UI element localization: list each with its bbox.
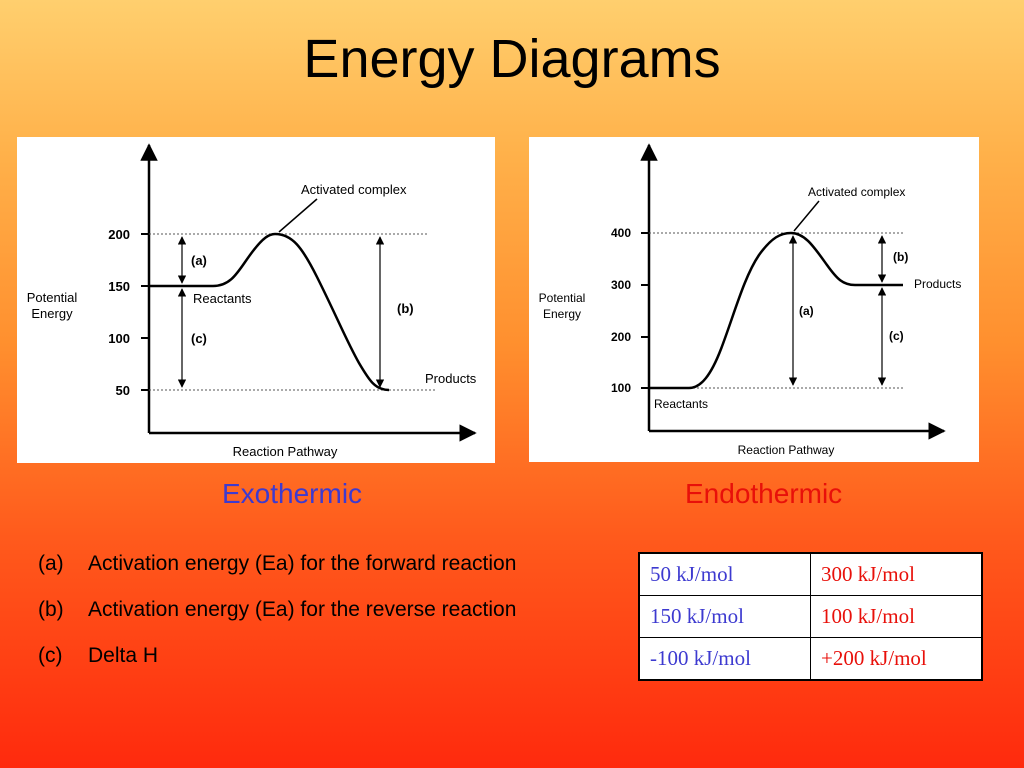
legend-key: (c) [38, 644, 63, 667]
y-axis-label: Potential [539, 291, 586, 305]
products-label: Products [425, 371, 477, 386]
table-row: 50 kJ/mol 300 kJ/mol [638, 552, 983, 596]
activated-complex-pointer [278, 198, 318, 233]
legend-key: (a) [38, 552, 64, 575]
tick-label: 150 [108, 279, 130, 294]
marker-a-label: (a) [799, 304, 814, 318]
tick-label: 200 [611, 330, 631, 344]
slide-title: Energy Diagrams [303, 29, 721, 89]
marker-b-label: (b) [893, 250, 908, 264]
legend-key: (b) [38, 598, 64, 621]
products-label: Products [914, 277, 961, 291]
endothermic-caption: Endothermic [685, 478, 843, 509]
tick-label: 300 [611, 278, 631, 292]
marker-c-label: (c) [889, 329, 904, 343]
tick-label: 100 [108, 331, 130, 346]
exothermic-value-cell: 150 kJ/mol [638, 595, 811, 638]
tick-label: 50 [116, 383, 130, 398]
exothermic-value-cell: -100 kJ/mol [638, 637, 811, 681]
tick-label: 200 [108, 227, 130, 242]
endothermic-value-cell: +200 kJ/mol [810, 637, 983, 681]
legend-text: Activation energy (Ea) for the reverse r… [88, 598, 517, 621]
legend-text: Activation energy (Ea) for the forward r… [88, 552, 517, 575]
energy-curve [150, 232, 390, 392]
marker-c-label: (c) [191, 331, 207, 346]
y-axis-label: Energy [31, 306, 73, 321]
tick-label: 400 [611, 226, 631, 240]
answers-table: 50 kJ/mol 300 kJ/mol 150 kJ/mol 100 kJ/m… [638, 552, 983, 681]
energy-curve [649, 231, 903, 390]
reactants-label: Reactants [193, 291, 252, 306]
marker-b-label: (b) [397, 301, 414, 316]
tick-label: 100 [611, 381, 631, 395]
y-axis-label: Energy [543, 307, 581, 321]
x-axis-label: Reaction Pathway [233, 444, 338, 459]
y-axis-label: Potential [27, 290, 78, 305]
x-axis-label: Reaction Pathway [738, 443, 835, 457]
table-row: 150 kJ/mol 100 kJ/mol [638, 595, 983, 638]
endothermic-value-cell: 100 kJ/mol [810, 595, 983, 638]
exothermic-diagram-svg: 200 150 100 50 Potential Energy Reaction… [27, 143, 477, 459]
activated-complex-label: Activated complex [301, 182, 407, 197]
activated-complex-label: Activated complex [808, 185, 905, 199]
endothermic-diagram: 400 300 200 100 Potential Energy Reactio… [529, 137, 979, 462]
exothermic-caption: Exothermic [222, 478, 363, 509]
reactants-label: Reactants [654, 397, 708, 411]
activated-complex-pointer [793, 200, 820, 232]
exothermic-diagram: 200 150 100 50 Potential Energy Reaction… [17, 137, 495, 463]
exothermic-value-cell: 50 kJ/mol [638, 552, 811, 596]
legend-text: Delta H [88, 644, 159, 667]
endothermic-value-cell: 300 kJ/mol [810, 552, 983, 596]
table-row: -100 kJ/mol +200 kJ/mol [638, 637, 983, 681]
marker-a-label: (a) [191, 253, 207, 268]
endothermic-diagram-svg: 400 300 200 100 Potential Energy Reactio… [539, 143, 961, 457]
